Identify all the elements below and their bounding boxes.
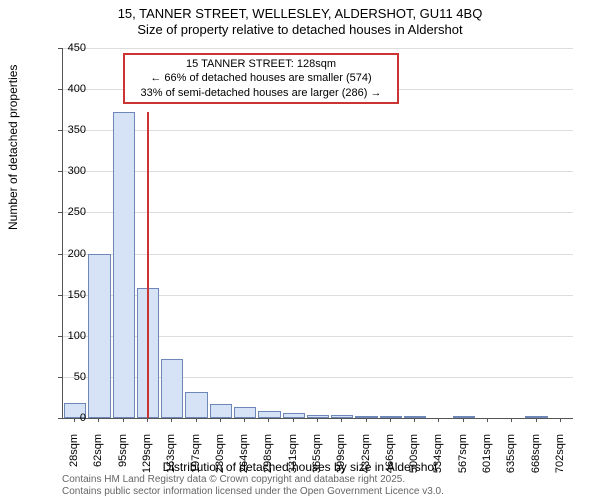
xtick-mark xyxy=(293,418,294,422)
xtick-label: 230sqm xyxy=(214,434,226,494)
title-subtitle: Size of property relative to detached ho… xyxy=(0,22,600,38)
xtick-mark xyxy=(196,418,197,422)
xtick-mark xyxy=(511,418,512,422)
xtick-mark xyxy=(74,418,75,422)
property-marker-line xyxy=(147,112,149,418)
y-axis-label: Number of detached properties xyxy=(6,65,20,230)
xtick-label: 129sqm xyxy=(141,434,153,494)
xtick-mark xyxy=(487,418,488,422)
xtick-mark xyxy=(220,418,221,422)
ytick-mark xyxy=(58,295,62,296)
histogram-bar xyxy=(161,359,183,418)
xtick-mark xyxy=(244,418,245,422)
xtick-label: 534sqm xyxy=(432,434,444,494)
xtick-mark xyxy=(317,418,318,422)
ytick-mark xyxy=(58,89,62,90)
gridline xyxy=(63,48,573,49)
xtick-label: 298sqm xyxy=(262,434,274,494)
annotation-line: 33% of semi-detached houses are larger (… xyxy=(131,86,391,100)
xtick-mark xyxy=(390,418,391,422)
xtick-label: 567sqm xyxy=(457,434,469,494)
xtick-mark xyxy=(123,418,124,422)
histogram-bar xyxy=(113,112,135,418)
gridline xyxy=(63,130,573,131)
xtick-mark xyxy=(414,418,415,422)
xtick-mark xyxy=(171,418,172,422)
ytick-mark xyxy=(58,377,62,378)
xtick-label: 62sqm xyxy=(92,434,104,494)
ytick-mark xyxy=(58,130,62,131)
xtick-mark xyxy=(366,418,367,422)
xtick-label: 635sqm xyxy=(505,434,517,494)
xtick-mark xyxy=(463,418,464,422)
gridline xyxy=(63,171,573,172)
chart-plot-area: 15 TANNER STREET: 128sqm← 66% of detache… xyxy=(62,48,573,419)
ytick-mark xyxy=(58,336,62,337)
ytick-mark xyxy=(58,254,62,255)
xtick-label: 668sqm xyxy=(530,434,542,494)
annotation-line: ← 66% of detached houses are smaller (57… xyxy=(131,71,391,85)
xtick-mark xyxy=(268,418,269,422)
xtick-label: 399sqm xyxy=(335,434,347,494)
annotation-line: 15 TANNER STREET: 128sqm xyxy=(131,57,391,71)
xtick-mark xyxy=(536,418,537,422)
xtick-mark xyxy=(560,418,561,422)
gridline xyxy=(63,254,573,255)
ytick-mark xyxy=(58,48,62,49)
xtick-label: 197sqm xyxy=(190,434,202,494)
xtick-label: 466sqm xyxy=(384,434,396,494)
ytick-mark xyxy=(58,418,62,419)
xtick-label: 95sqm xyxy=(117,434,129,494)
xtick-label: 163sqm xyxy=(165,434,177,494)
xtick-mark xyxy=(147,418,148,422)
annotation-box: 15 TANNER STREET: 128sqm← 66% of detache… xyxy=(123,53,399,104)
xtick-label: 500sqm xyxy=(408,434,420,494)
xtick-mark xyxy=(438,418,439,422)
xtick-label: 702sqm xyxy=(554,434,566,494)
xtick-label: 432sqm xyxy=(360,434,372,494)
xtick-mark xyxy=(98,418,99,422)
ytick-mark xyxy=(58,171,62,172)
xtick-label: 331sqm xyxy=(287,434,299,494)
chart-title: 15, TANNER STREET, WELLESLEY, ALDERSHOT,… xyxy=(0,0,600,39)
xtick-label: 264sqm xyxy=(238,434,250,494)
title-address: 15, TANNER STREET, WELLESLEY, ALDERSHOT,… xyxy=(0,6,600,22)
xtick-label: 365sqm xyxy=(311,434,323,494)
histogram-bar xyxy=(88,254,110,418)
xtick-label: 601sqm xyxy=(481,434,493,494)
ytick-mark xyxy=(58,212,62,213)
xtick-label: 28sqm xyxy=(68,434,80,494)
histogram-bar xyxy=(234,407,256,419)
gridline xyxy=(63,212,573,213)
histogram-bar xyxy=(210,404,232,418)
histogram-bar xyxy=(185,392,207,418)
xtick-mark xyxy=(341,418,342,422)
